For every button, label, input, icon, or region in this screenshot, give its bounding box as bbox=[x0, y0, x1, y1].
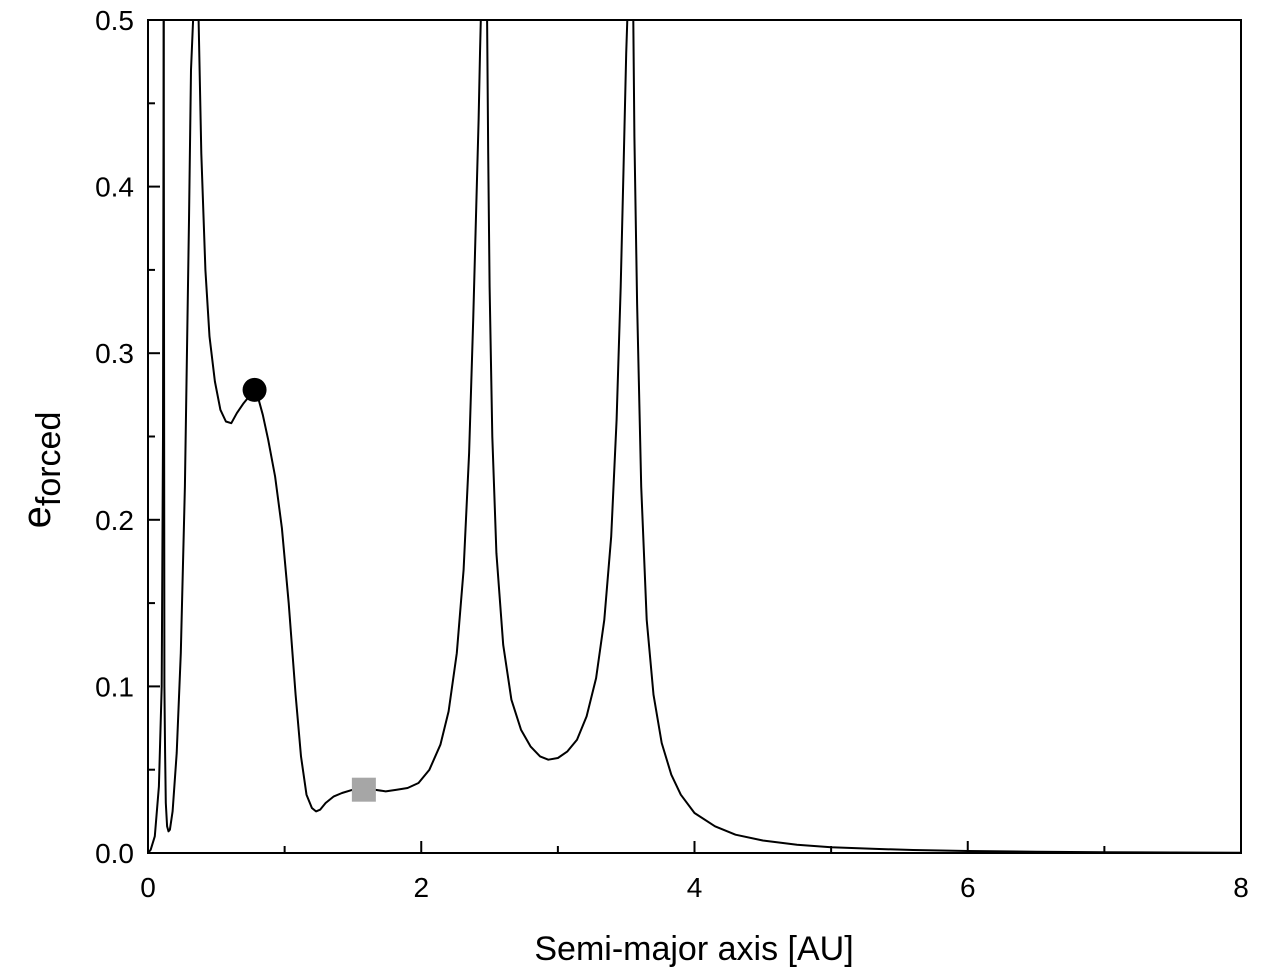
y-axis-title-subscript: forced bbox=[30, 412, 68, 507]
plot-frame bbox=[147, 19, 1242, 854]
y-tick-label: 0.5 bbox=[95, 5, 134, 36]
data-lines bbox=[148, 20, 1241, 853]
y-axis-title: eforced bbox=[15, 412, 68, 529]
x-tick-labels: 0 2 4 6 8 bbox=[140, 872, 1249, 903]
x-tick-label: 6 bbox=[960, 872, 976, 903]
y-tick-label: 0.3 bbox=[95, 338, 134, 369]
series-line bbox=[486, 20, 629, 761]
series-line bbox=[197, 20, 482, 813]
square-marker bbox=[351, 777, 376, 802]
y-tick-labels: 0.0 0.1 0.2 0.3 0.4 0.5 bbox=[95, 5, 134, 869]
x-axis-title: Semi-major axis [AU] bbox=[534, 930, 853, 968]
y-tick-label: 0.0 bbox=[95, 838, 134, 869]
axis-ticks bbox=[147, 19, 1242, 854]
y-tick-label: 0.4 bbox=[95, 172, 134, 203]
series-line bbox=[148, 20, 165, 853]
data-markers bbox=[242, 377, 376, 802]
x-tick-label: 8 bbox=[1233, 872, 1249, 903]
series-line bbox=[162, 20, 195, 833]
series-line bbox=[632, 20, 1241, 853]
circle-marker bbox=[242, 377, 267, 402]
x-tick-label: 4 bbox=[687, 872, 703, 903]
x-tick-label: 2 bbox=[413, 872, 429, 903]
svg-text:eforced: eforced bbox=[15, 412, 68, 529]
x-tick-label: 0 bbox=[140, 872, 156, 903]
y-tick-label: 0.1 bbox=[95, 671, 134, 702]
y-tick-label: 0.2 bbox=[95, 505, 134, 536]
y-axis-title-base: e bbox=[15, 506, 59, 528]
